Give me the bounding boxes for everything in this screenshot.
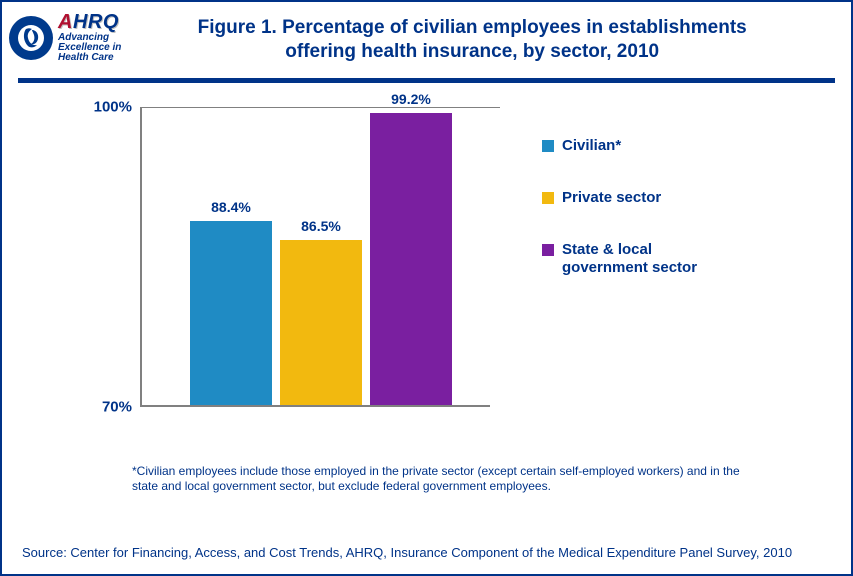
- legend-item: Civilian*: [542, 137, 802, 155]
- ahrq-wordmark: AHRQ: [58, 12, 121, 32]
- bar-private-sector: 86.5%: [280, 240, 362, 405]
- legend-item: Private sector: [542, 189, 802, 207]
- title-line-2: offering health insurance, by sector, 20…: [285, 41, 659, 62]
- footnote-text: *Civilian employees include those employ…: [132, 464, 761, 494]
- y-axis-tick-label: 100%: [94, 98, 132, 115]
- ahrq-tagline-3: Health Care: [58, 53, 121, 63]
- gridline: [142, 107, 500, 108]
- bar-value-label: 86.5%: [301, 218, 341, 234]
- logo-block: AHRQ Advancing Excellence in Health Care: [8, 12, 121, 63]
- ahrq-logo-text: AHRQ Advancing Excellence in Health Care: [58, 12, 121, 63]
- legend-swatch: [542, 244, 554, 256]
- figure-title: Figure 1. Percentage of civilian employe…: [121, 16, 823, 64]
- bar-value-label: 88.4%: [211, 199, 251, 215]
- legend-swatch: [542, 140, 554, 152]
- legend-swatch: [542, 192, 554, 204]
- figure-frame: AHRQ Advancing Excellence in Health Care…: [0, 0, 853, 576]
- y-axis-tick-label: 70%: [102, 398, 132, 415]
- legend-label: Private sector: [562, 189, 661, 207]
- legend-label: Civilian*: [562, 137, 621, 155]
- bar-state-local-government-sector: 99.2%: [370, 113, 452, 405]
- hhs-seal-icon: [8, 15, 54, 61]
- source-citation: Source: Center for Financing, Access, an…: [22, 545, 831, 560]
- title-line-1: Figure 1. Percentage of civilian employe…: [198, 17, 747, 38]
- title-block: Figure 1. Percentage of civilian employe…: [121, 12, 833, 64]
- bar-civilian: 88.4%: [190, 221, 272, 405]
- legend-label: State & localgovernment sector: [562, 241, 697, 277]
- chart-zone: 70%100%88.4%86.5%99.2% Civilian* Private …: [62, 107, 831, 437]
- header-row: AHRQ Advancing Excellence in Health Care…: [2, 2, 851, 64]
- bar-value-label: 99.2%: [391, 91, 431, 107]
- chart-legend: Civilian* Private sector State & localgove…: [542, 137, 802, 311]
- legend-item: State & localgovernment sector: [542, 241, 802, 277]
- bar-chart-plot: 70%100%88.4%86.5%99.2%: [140, 107, 490, 407]
- header-divider: [18, 78, 835, 83]
